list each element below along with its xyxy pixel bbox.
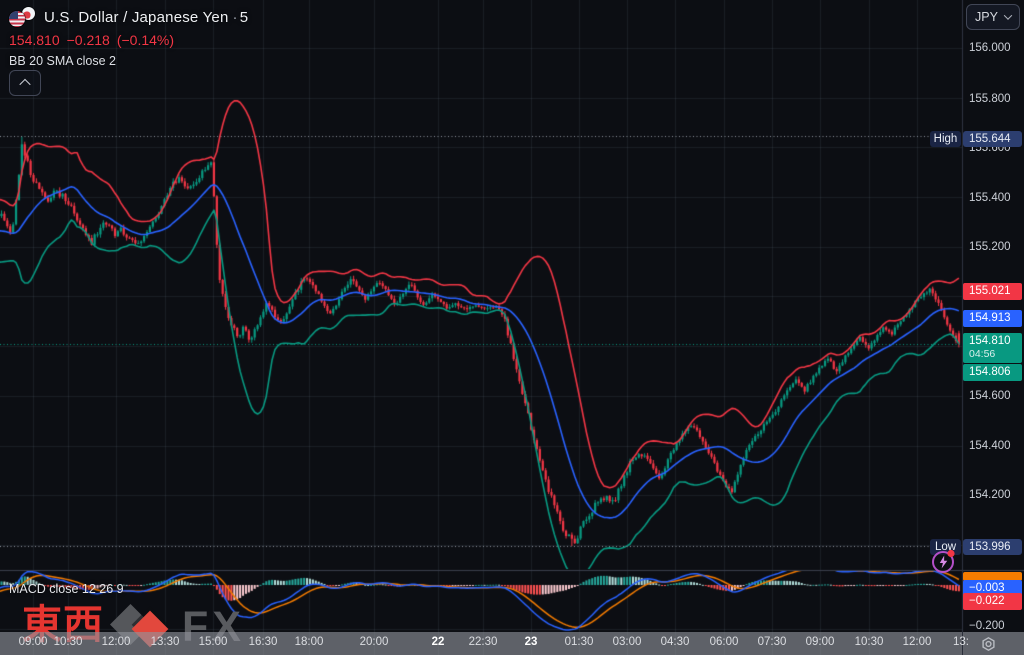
quote-change-pct: (−0.14%) [116,32,175,48]
high-value-chip: 155.644 [963,131,1022,147]
macd-indicator-legend[interactable]: MACD close 12 26 9 [9,582,124,596]
time-axis-label: 06:00 [709,636,739,648]
time-axis-label: 03:00 [612,636,642,648]
quote-change: −0.218 [66,32,110,48]
price-axis-label: 155.400 [969,192,1011,204]
time-axis-label: 10:30 [854,636,884,648]
bb-upper-price-badge: 155.021 [963,283,1022,300]
price-axis-label: 155.800 [969,93,1011,105]
time-axis-label: 20:00 [359,636,389,648]
quote-last: 154.810 [9,32,60,48]
axis-divider [962,632,963,655]
price-axis-label: 154.400 [969,440,1011,452]
time-axis-label: 22 [431,636,445,648]
symbol-title: U.S. Dollar / Japanese Yen · 5 [44,8,249,26]
high-chip: High [930,131,961,147]
currency-pair-flags-icon [9,7,36,27]
bb-basis-price-badge: 154.913 [963,310,1022,327]
time-axis-label: 09:00 [805,636,835,648]
time-axis-label: 12:00 [101,636,131,648]
chevron-up-icon [19,78,31,91]
time-axis-label: 04:30 [660,636,690,648]
macd-value-badge: −0.003 [963,580,1022,597]
time-axis-label: 12:00 [902,636,932,648]
currency-unit-button[interactable]: JPY [966,4,1020,30]
time-axis-label: 23 [524,636,538,648]
bb-indicator-legend[interactable]: BB 20 SMA close 2 [9,54,117,68]
price-axis-label: 154.200 [969,489,1011,501]
time-axis-label: 22:30 [468,636,498,648]
flash-icon[interactable] [930,548,957,575]
price-axis-label: 156.000 [969,42,1011,54]
time-axis-label: 13:30 [150,636,180,648]
price-axis-label: 155.200 [969,241,1011,253]
macd-hist-badge: −0.022 [963,593,1022,610]
time-axis-label: 18:00 [294,636,324,648]
currency-unit-label: JPY [975,10,998,24]
time-axis-label: 16:30 [248,636,278,648]
price-axis-label: 154.600 [969,390,1011,402]
us-flag-icon [9,11,25,27]
quote-row: 154.810 −0.218 (−0.14%) [9,32,248,48]
gear-icon[interactable] [980,636,997,653]
time-axis-label: 13: [953,636,969,648]
bb-lower-price-badge: 154.806 [963,364,1022,381]
time-axis-label: 09:00 [18,636,48,648]
time-axis-label: 10:30 [53,636,83,648]
timeframe: 5 [239,8,249,26]
last-price-value: 154.810 [969,335,1011,347]
low-value-chip: 153.996 [963,539,1022,555]
time-axis-label: 07:30 [757,636,787,648]
japan-flag-icon [22,7,35,20]
chevron-down-icon [1003,11,1013,20]
time-axis-label: 15:00 [198,636,228,648]
symbol-title-row[interactable]: U.S. Dollar / Japanese Yen · 5 [9,7,248,27]
time-axis-label: 01:30 [564,636,594,648]
bar-countdown: 04:56 [969,348,996,360]
symbol-legend: U.S. Dollar / Japanese Yen · 5 154.810 −0.… [9,7,248,68]
time-axis[interactable] [0,632,1024,655]
macd-signal-badge [963,572,1022,581]
price-axis-label: −0.200 [969,620,1005,632]
last-price-badge: 154.810 04:56 [963,333,1022,363]
collapse-legend-button[interactable] [9,70,41,96]
